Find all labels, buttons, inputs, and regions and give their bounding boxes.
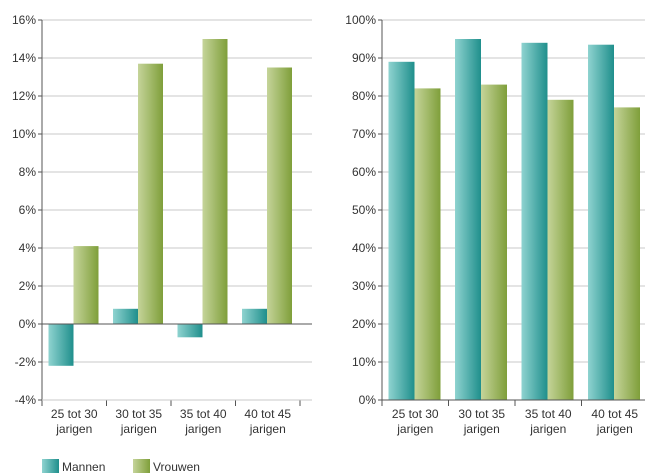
y-tick-label: 90% <box>352 51 376 65</box>
legend-swatch-vrouwen <box>133 459 150 473</box>
y-tick-label: 8% <box>19 165 37 179</box>
x-tick-label: 30 tot 35 <box>458 407 505 421</box>
x-tick-label: 25 tot 30 <box>51 407 98 421</box>
bar-mannen-4 <box>588 44 614 400</box>
bar-vrouwen-4 <box>267 67 292 324</box>
y-tick-label: 10% <box>352 355 376 369</box>
chart-right: 0% 10% 20% 30% 40% 50% 60% 70% 80% 90% 100% 25 tot … <box>345 13 645 436</box>
bar-mannen-1 <box>48 324 74 366</box>
legend: Mannen Vrouwen <box>42 459 200 474</box>
x-tick-label: 35 tot 40 <box>180 407 227 421</box>
y-tick-label: 30% <box>352 279 376 293</box>
x-tick-label: 40 tot 45 <box>244 407 291 421</box>
chart-left: -4%-2%0%2%4%6%8%10%12%14%16%25 tot 30jar… <box>12 13 312 436</box>
x-tick-label: jarigen <box>529 422 566 436</box>
legend-label-vrouwen: Vrouwen <box>153 460 200 474</box>
x-tick-label: jarigen <box>120 422 157 436</box>
bar-vrouwen-2 <box>138 63 163 324</box>
x-tick-label: 40 tot 45 <box>591 407 638 421</box>
x-tick-label: 30 tot 35 <box>115 407 162 421</box>
y-tick-label: 4% <box>19 241 37 255</box>
y-tick-label: 2% <box>19 279 37 293</box>
x-tick-label: jarigen <box>184 422 221 436</box>
bar-mannen-4 <box>242 308 267 324</box>
bar-vrouwen-3 <box>202 39 228 324</box>
y-tick-label: 100% <box>345 13 376 27</box>
x-tick-label: 25 tot 30 <box>392 407 439 421</box>
x-tick-label: jarigen <box>463 422 500 436</box>
y-tick-label: -4% <box>15 393 37 407</box>
x-tick-label: jarigen <box>596 422 633 436</box>
y-tick-label: 50% <box>352 203 376 217</box>
legend-swatch-mannen <box>42 459 59 473</box>
bar-mannen-2 <box>455 39 481 400</box>
bar-vrouwen-4 <box>614 107 640 401</box>
y-tick-label: 10% <box>12 127 36 141</box>
x-tick-label: jarigen <box>396 422 433 436</box>
y-tick-label: 6% <box>19 203 37 217</box>
y-tick-label: 70% <box>352 127 376 141</box>
bar-vrouwen-1 <box>414 88 441 401</box>
bar-vrouwen-3 <box>547 99 574 401</box>
bar-mannen-2 <box>113 308 138 324</box>
y-tick-label: 20% <box>352 317 376 331</box>
bar-mannen-3 <box>177 324 203 338</box>
y-tick-label: 0% <box>19 317 37 331</box>
bar-mannen-1 <box>388 61 415 401</box>
y-tick-label: 80% <box>352 89 376 103</box>
x-tick-label: jarigen <box>249 422 286 436</box>
y-tick-label: 60% <box>352 165 376 179</box>
bar-vrouwen-1 <box>73 246 99 324</box>
legend-label-mannen: Mannen <box>62 460 105 474</box>
y-tick-label: 12% <box>12 89 36 103</box>
bar-mannen-3 <box>521 42 548 401</box>
y-tick-label: 16% <box>12 13 36 27</box>
y-tick-label: -2% <box>15 355 37 369</box>
y-tick-label: 0% <box>359 393 377 407</box>
y-tick-label: 40% <box>352 241 376 255</box>
y-tick-label: 14% <box>12 51 36 65</box>
x-tick-label: 35 tot 40 <box>525 407 572 421</box>
bar-vrouwen-2 <box>481 84 507 400</box>
x-tick-label: jarigen <box>55 422 92 436</box>
